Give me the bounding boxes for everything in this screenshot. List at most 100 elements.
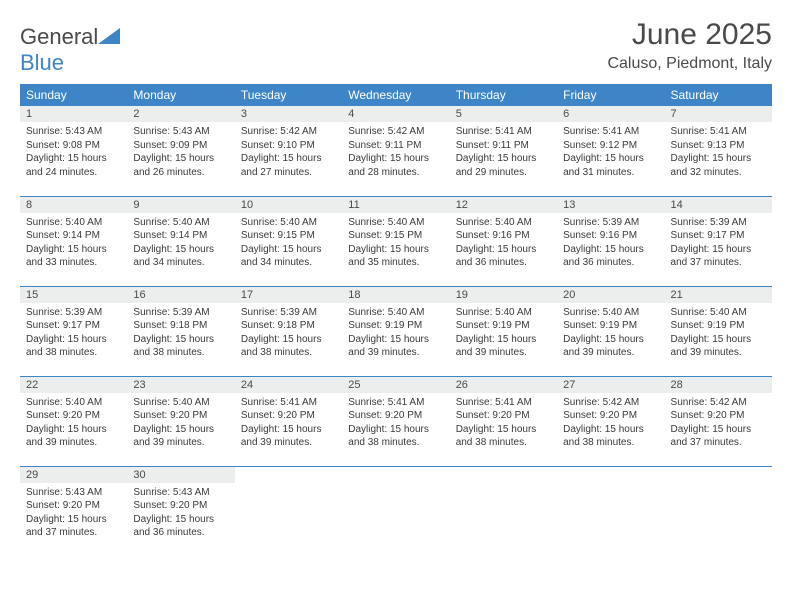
day-number: 19 [450, 287, 557, 303]
day-number: 20 [557, 287, 664, 303]
sunset-text: Sunset: 9:08 PM [26, 139, 121, 153]
sunset-text: Sunset: 9:17 PM [26, 319, 121, 333]
daylight-text: Daylight: 15 hours and 37 minutes. [671, 243, 766, 270]
day-cell: 28Sunrise: 5:42 AMSunset: 9:20 PMDayligh… [665, 376, 772, 466]
day-number: 12 [450, 197, 557, 213]
day-cell: 12Sunrise: 5:40 AMSunset: 9:16 PMDayligh… [450, 196, 557, 286]
sunset-text: Sunset: 9:20 PM [456, 409, 551, 423]
daylight-text: Daylight: 15 hours and 35 minutes. [348, 243, 443, 270]
day-body: Sunrise: 5:41 AMSunset: 9:11 PMDaylight:… [450, 122, 557, 185]
day-number: 14 [665, 197, 772, 213]
sunset-text: Sunset: 9:11 PM [348, 139, 443, 153]
sunrise-text: Sunrise: 5:40 AM [348, 216, 443, 230]
day-body: Sunrise: 5:42 AMSunset: 9:11 PMDaylight:… [342, 122, 449, 185]
sunrise-text: Sunrise: 5:40 AM [26, 216, 121, 230]
sunset-text: Sunset: 9:09 PM [133, 139, 228, 153]
sunrise-text: Sunrise: 5:41 AM [348, 396, 443, 410]
weekday-header: Thursday [450, 84, 557, 106]
day-cell: 11Sunrise: 5:40 AMSunset: 9:15 PMDayligh… [342, 196, 449, 286]
daylight-text: Daylight: 15 hours and 37 minutes. [671, 423, 766, 450]
daylight-text: Daylight: 15 hours and 29 minutes. [456, 152, 551, 179]
day-cell: 19Sunrise: 5:40 AMSunset: 9:19 PMDayligh… [450, 286, 557, 376]
sunrise-text: Sunrise: 5:39 AM [563, 216, 658, 230]
sunset-text: Sunset: 9:20 PM [563, 409, 658, 423]
day-number: 10 [235, 197, 342, 213]
sunrise-text: Sunrise: 5:43 AM [26, 125, 121, 139]
week-row: 8Sunrise: 5:40 AMSunset: 9:14 PMDaylight… [20, 196, 772, 286]
day-cell: 10Sunrise: 5:40 AMSunset: 9:15 PMDayligh… [235, 196, 342, 286]
sunset-text: Sunset: 9:16 PM [563, 229, 658, 243]
sunset-text: Sunset: 9:14 PM [133, 229, 228, 243]
day-cell: 21Sunrise: 5:40 AMSunset: 9:19 PMDayligh… [665, 286, 772, 376]
week-row: 15Sunrise: 5:39 AMSunset: 9:17 PMDayligh… [20, 286, 772, 376]
sunset-text: Sunset: 9:20 PM [671, 409, 766, 423]
day-body: Sunrise: 5:40 AMSunset: 9:14 PMDaylight:… [20, 213, 127, 276]
day-body: Sunrise: 5:41 AMSunset: 9:20 PMDaylight:… [450, 393, 557, 456]
day-number: 24 [235, 377, 342, 393]
logo-text: General Blue [20, 24, 120, 76]
day-body: Sunrise: 5:39 AMSunset: 9:18 PMDaylight:… [235, 303, 342, 366]
day-number: 23 [127, 377, 234, 393]
day-body: Sunrise: 5:42 AMSunset: 9:10 PMDaylight:… [235, 122, 342, 185]
sunrise-text: Sunrise: 5:40 AM [456, 216, 551, 230]
day-number: 3 [235, 106, 342, 122]
week-row: 22Sunrise: 5:40 AMSunset: 9:20 PMDayligh… [20, 376, 772, 466]
weekday-header-row: Sunday Monday Tuesday Wednesday Thursday… [20, 84, 772, 106]
day-cell: 17Sunrise: 5:39 AMSunset: 9:18 PMDayligh… [235, 286, 342, 376]
sunrise-text: Sunrise: 5:39 AM [26, 306, 121, 320]
day-cell: 23Sunrise: 5:40 AMSunset: 9:20 PMDayligh… [127, 376, 234, 466]
daylight-text: Daylight: 15 hours and 27 minutes. [241, 152, 336, 179]
day-cell [557, 466, 664, 556]
sunrise-text: Sunrise: 5:40 AM [133, 216, 228, 230]
day-number: 5 [450, 106, 557, 122]
daylight-text: Daylight: 15 hours and 36 minutes. [133, 513, 228, 540]
header: General Blue June 2025 Caluso, Piedmont,… [20, 18, 772, 76]
sunrise-text: Sunrise: 5:40 AM [563, 306, 658, 320]
daylight-text: Daylight: 15 hours and 24 minutes. [26, 152, 121, 179]
day-cell: 9Sunrise: 5:40 AMSunset: 9:14 PMDaylight… [127, 196, 234, 286]
day-body: Sunrise: 5:43 AMSunset: 9:20 PMDaylight:… [20, 483, 127, 546]
day-cell: 5Sunrise: 5:41 AMSunset: 9:11 PMDaylight… [450, 106, 557, 196]
sunset-text: Sunset: 9:18 PM [133, 319, 228, 333]
weekday-header: Saturday [665, 84, 772, 106]
sunrise-text: Sunrise: 5:39 AM [241, 306, 336, 320]
sunset-text: Sunset: 9:15 PM [241, 229, 336, 243]
day-cell: 22Sunrise: 5:40 AMSunset: 9:20 PMDayligh… [20, 376, 127, 466]
day-number: 17 [235, 287, 342, 303]
day-body: Sunrise: 5:40 AMSunset: 9:16 PMDaylight:… [450, 213, 557, 276]
day-cell: 14Sunrise: 5:39 AMSunset: 9:17 PMDayligh… [665, 196, 772, 286]
day-body: Sunrise: 5:43 AMSunset: 9:09 PMDaylight:… [127, 122, 234, 185]
day-number: 16 [127, 287, 234, 303]
day-number: 27 [557, 377, 664, 393]
day-body: Sunrise: 5:40 AMSunset: 9:19 PMDaylight:… [557, 303, 664, 366]
title-block: June 2025 Caluso, Piedmont, Italy [607, 18, 772, 73]
day-cell: 7Sunrise: 5:41 AMSunset: 9:13 PMDaylight… [665, 106, 772, 196]
sunrise-text: Sunrise: 5:41 AM [456, 125, 551, 139]
day-number: 18 [342, 287, 449, 303]
day-cell: 13Sunrise: 5:39 AMSunset: 9:16 PMDayligh… [557, 196, 664, 286]
daylight-text: Daylight: 15 hours and 39 minutes. [241, 423, 336, 450]
weekday-header: Wednesday [342, 84, 449, 106]
sunset-text: Sunset: 9:16 PM [456, 229, 551, 243]
sunrise-text: Sunrise: 5:40 AM [456, 306, 551, 320]
weekday-header: Friday [557, 84, 664, 106]
logo-triangle-icon [98, 28, 120, 44]
sunset-text: Sunset: 9:19 PM [671, 319, 766, 333]
day-body: Sunrise: 5:43 AMSunset: 9:08 PMDaylight:… [20, 122, 127, 185]
day-cell: 15Sunrise: 5:39 AMSunset: 9:17 PMDayligh… [20, 286, 127, 376]
logo-part1: General [20, 24, 98, 49]
sunset-text: Sunset: 9:20 PM [348, 409, 443, 423]
daylight-text: Daylight: 15 hours and 34 minutes. [241, 243, 336, 270]
daylight-text: Daylight: 15 hours and 39 minutes. [26, 423, 121, 450]
logo-part2: Blue [20, 50, 64, 75]
day-body: Sunrise: 5:41 AMSunset: 9:20 PMDaylight:… [342, 393, 449, 456]
daylight-text: Daylight: 15 hours and 38 minutes. [456, 423, 551, 450]
daylight-text: Daylight: 15 hours and 36 minutes. [563, 243, 658, 270]
logo: General Blue [20, 18, 120, 76]
day-cell [235, 466, 342, 556]
sunrise-text: Sunrise: 5:41 AM [456, 396, 551, 410]
sunrise-text: Sunrise: 5:42 AM [241, 125, 336, 139]
day-body: Sunrise: 5:42 AMSunset: 9:20 PMDaylight:… [665, 393, 772, 456]
day-number: 26 [450, 377, 557, 393]
calendar-table: Sunday Monday Tuesday Wednesday Thursday… [20, 84, 772, 556]
